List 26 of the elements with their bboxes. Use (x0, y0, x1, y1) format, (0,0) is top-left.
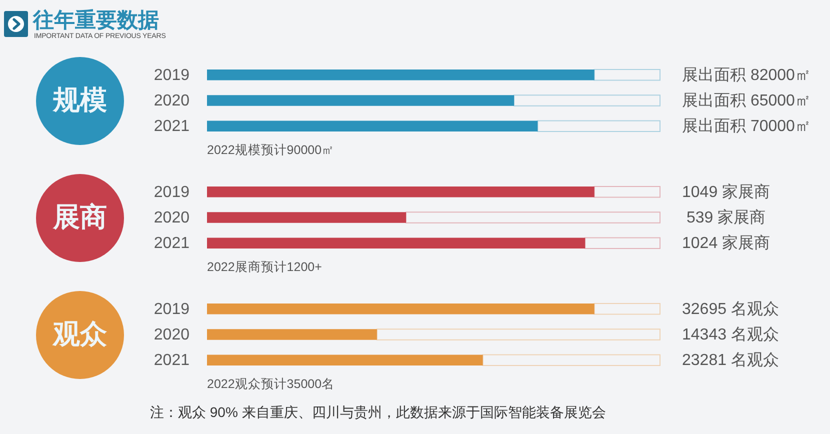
data-label: 1024 家展商 (682, 234, 770, 252)
data-label: 14343 名观众 (682, 326, 779, 344)
data-label: 23281 名观众 (682, 352, 779, 370)
y-tick-label: 2021 (154, 352, 190, 370)
y-tick-label: 2021 (154, 118, 190, 136)
y-tick-label: 2019 (154, 300, 190, 318)
data-label: 展出面积 82000㎡ (682, 66, 811, 84)
data-label: 539 家展商 (686, 208, 766, 226)
data-label: 展出面积 70000㎡ (682, 117, 811, 136)
y-tick-label: 2020 (154, 326, 190, 344)
text: 2022规模预计90000㎡ (207, 143, 335, 158)
text: 注：观众 90% 来自重庆、四川与贵州，此数据来源于国际智能装备展览会 (150, 404, 606, 420)
text: 规模 (53, 84, 107, 116)
y-tick-label: 2019 (154, 66, 190, 84)
data-label: 32695 名观众 (682, 300, 779, 318)
text: 观众 (53, 318, 107, 350)
y-tick-label: 2019 (154, 184, 190, 201)
y-tick-label: 2020 (154, 210, 190, 226)
data-label: 展出面积 65000㎡ (682, 92, 811, 110)
y-tick-label: 2020 (154, 92, 190, 110)
text: 往年重要数据 (33, 9, 159, 32)
text: 2022展商预计1200+ (207, 260, 322, 275)
data-label: 1049 家展商 (682, 182, 770, 201)
text: 2022观众预计35000名 (207, 377, 335, 392)
text: 展商 (53, 202, 107, 232)
y-tick-label: 2021 (154, 235, 190, 252)
